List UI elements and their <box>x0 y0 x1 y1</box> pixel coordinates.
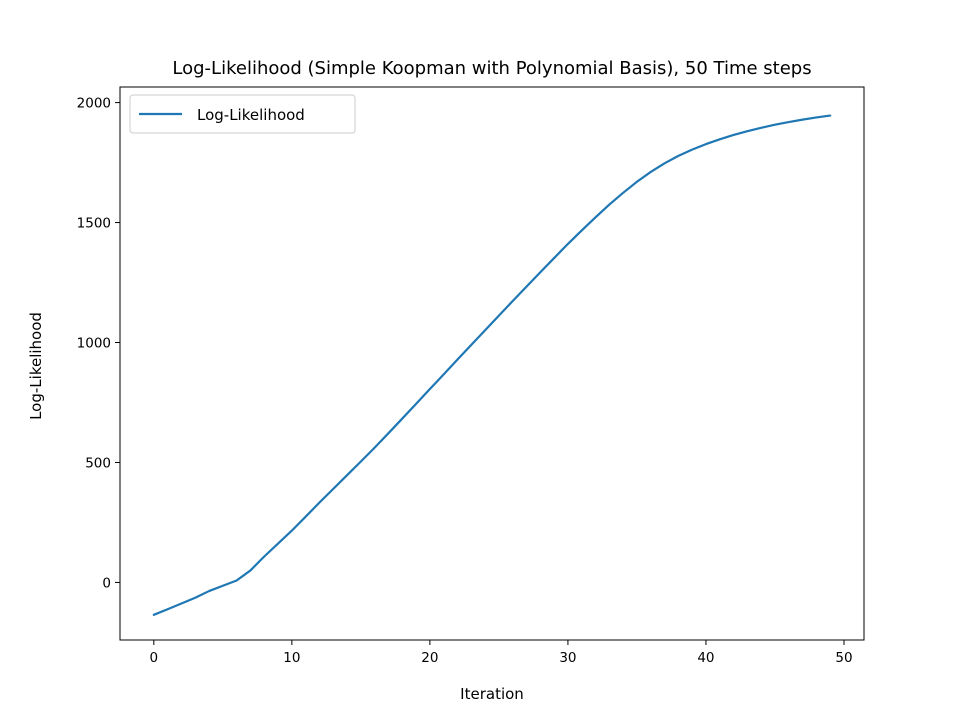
legend-box <box>129 94 356 134</box>
x-axis: 0 10 20 30 40 50 <box>150 640 853 666</box>
x-axis-label: Iteration <box>460 685 524 703</box>
x-tick-label: 30 <box>559 650 576 666</box>
y-axis-label: Log-Likelihood <box>27 312 45 420</box>
legend-label: Log-Likelihood <box>197 106 305 124</box>
legend: Log-Likelihood <box>129 94 356 134</box>
series-layer <box>152 114 832 616</box>
y-tick-label: 1000 <box>77 336 111 352</box>
y-axis: 0 500 1000 1500 2000 <box>77 96 120 591</box>
x-tick-label: 20 <box>421 650 438 666</box>
plot-frame <box>119 86 865 641</box>
series-line <box>152 114 832 616</box>
y-tick-label: 1500 <box>77 216 111 232</box>
x-tick-label: 10 <box>283 650 300 666</box>
plot-area <box>119 86 865 641</box>
x-tick-label: 40 <box>697 650 714 666</box>
y-tick-label: 2000 <box>77 96 111 112</box>
y-tick-label: 0 <box>102 575 111 591</box>
chart-title: Log-Likelihood (Simple Koopman with Poly… <box>172 58 811 79</box>
y-tick-label: 500 <box>85 455 111 471</box>
x-tick-label: 0 <box>150 650 159 666</box>
x-tick-label: 50 <box>835 650 852 666</box>
